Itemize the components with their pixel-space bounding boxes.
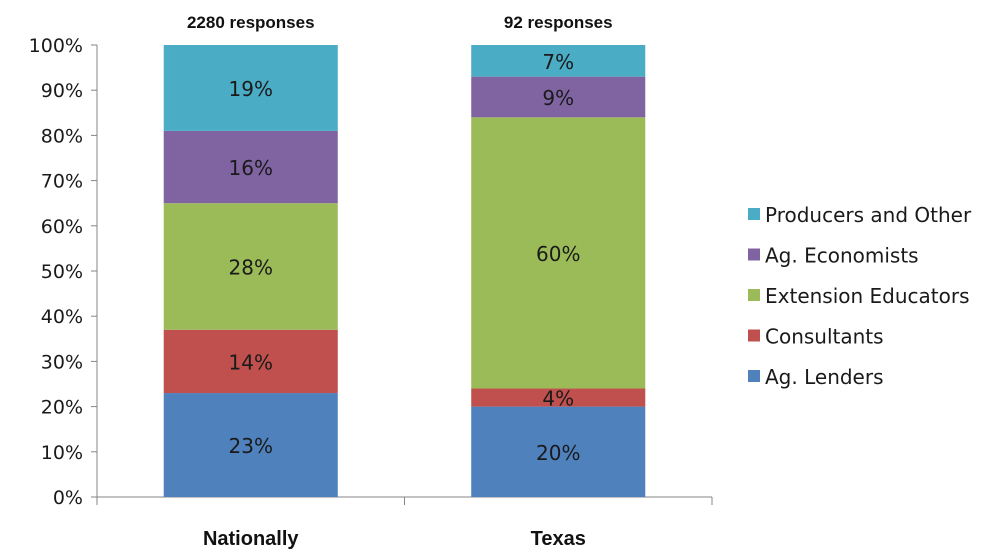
axes: 0% 10% 20% 30% 40% 50% 60% 70% 80% 90% 100% [29,35,713,509]
response-count-label: 92 responses [504,13,613,32]
y-tick-label: 50% [41,261,83,283]
response-count-label: 2280 responses [187,13,315,32]
data-label: 16% [229,156,273,180]
legend-swatch [748,289,760,301]
y-tick-label: 60% [41,216,83,238]
data-label: 9% [542,86,574,110]
data-label: 14% [229,350,273,374]
legend-label: Consultants [765,325,884,349]
bar-segment [471,76,646,118]
legend-swatch [748,329,760,342]
legend-swatch [748,370,760,382]
bar-segment [163,45,338,131]
data-label: 20% [536,441,580,465]
bar-segment [471,117,646,389]
bars: 23% 14% 28% 16% 19% Nationally 2280 responses 2… [163,13,646,550]
y-tick-label: 70% [41,171,83,193]
bar-segment [471,406,646,497]
data-label: 19% [229,77,273,101]
y-tick-label: 30% [41,351,83,373]
y-tick-label: 100% [29,35,83,57]
y-tick-label: 0% [53,487,83,509]
y-tick-label: 40% [41,306,83,328]
bar-segment [163,329,338,394]
legend-label: Producers and Other [765,203,972,227]
bar-segment [163,130,338,204]
data-label: 28% [229,255,273,279]
y-tick-label: 90% [41,80,83,102]
legend-swatch [748,208,760,220]
legend-label: Ag. Economists [765,244,919,268]
legend-label: Extension Educators [765,284,970,308]
legend-swatch [748,248,760,261]
y-tick-label: 10% [41,442,83,464]
bar-segment [163,393,338,497]
x-category-label: Texas [531,528,586,550]
data-label: 60% [536,242,580,266]
x-category-label: Nationally [203,528,299,550]
bar-segment [163,203,338,330]
bar-segment [471,45,646,77]
bar-segment [471,388,646,407]
legend: Producers and Other Ag. Economists Extensi… [748,203,972,389]
y-tick-label: 20% [41,397,83,419]
y-tick-label: 80% [41,125,83,147]
data-label: 4% [542,387,574,411]
data-label: 23% [229,434,273,458]
data-label: 7% [542,50,574,74]
legend-label: Ag. Lenders [765,365,884,389]
